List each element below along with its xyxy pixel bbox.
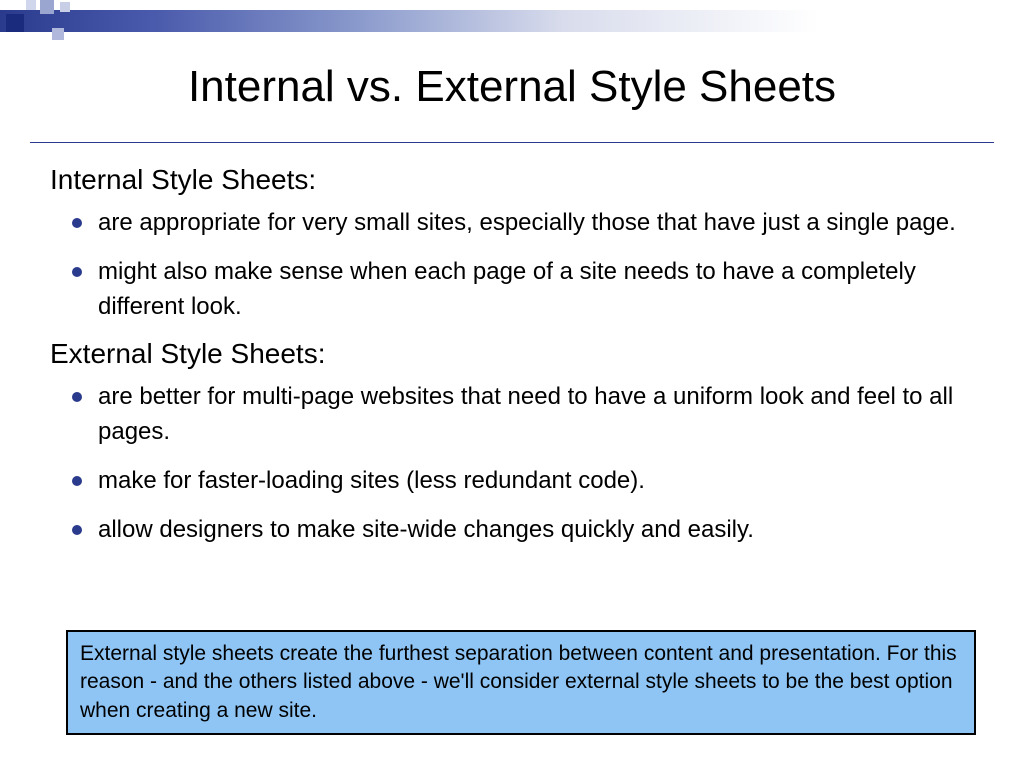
decoration-square [26, 0, 36, 10]
bullet-item: allow designers to make site-wide change… [50, 513, 974, 548]
section-heading-internal: Internal Style Sheets: [50, 164, 974, 196]
title-underline [30, 142, 994, 143]
slide-content: Internal Style Sheets: are appropriate f… [50, 160, 974, 562]
decoration-square [60, 2, 70, 12]
decoration-square [52, 28, 64, 40]
bullet-list-internal: are appropriate for very small sites, es… [50, 206, 974, 324]
top-decoration [0, 0, 1024, 40]
section-heading-external: External Style Sheets: [50, 338, 974, 370]
bullet-item: are appropriate for very small sites, es… [50, 206, 974, 241]
slide-title: Internal vs. External Style Sheets [0, 62, 1024, 112]
gradient-bar [0, 10, 1024, 32]
callout-box: External style sheets create the furthes… [66, 630, 976, 735]
bullet-item: might also make sense when each page of … [50, 255, 974, 325]
decoration-square [6, 14, 24, 32]
bullet-item: make for faster-loading sites (less redu… [50, 464, 974, 499]
bullet-item: are better for multi-page websites that … [50, 380, 974, 450]
bullet-list-external: are better for multi-page websites that … [50, 380, 974, 547]
decoration-square [40, 0, 54, 14]
